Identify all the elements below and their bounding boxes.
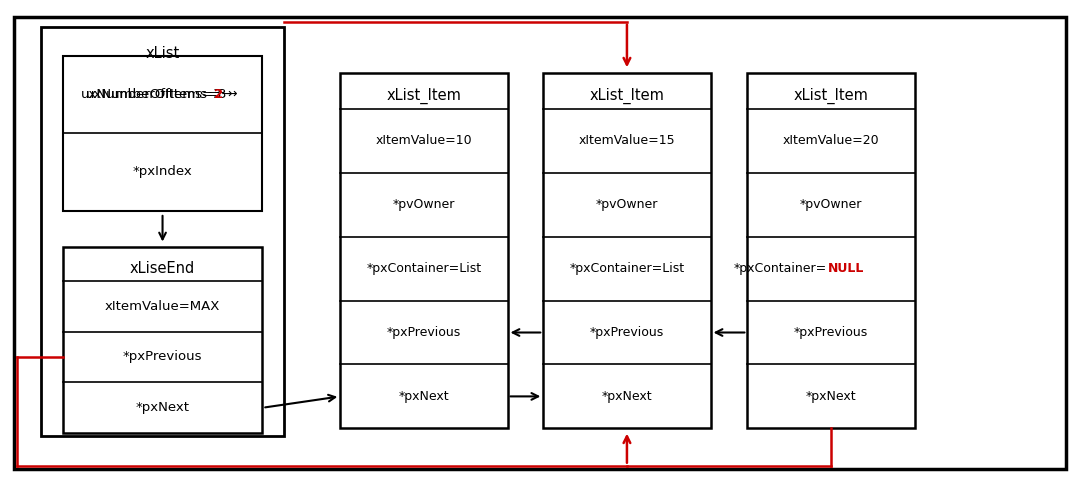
Text: xItemValue=15: xItemValue=15	[579, 135, 675, 147]
Text: xList: xList	[146, 46, 179, 60]
Text: *pxPrevious: *pxPrevious	[590, 326, 664, 339]
Bar	[63, 247, 262, 433]
Bar	[63, 56, 262, 211]
Text: *pvOwner: *pvOwner	[800, 198, 862, 211]
Text: uxNumberOfItems=3→: uxNumberOfItems=3→	[81, 88, 233, 101]
Bar	[41, 27, 284, 436]
Text: *pvOwner: *pvOwner	[393, 198, 455, 211]
Text: xList_Item: xList_Item	[794, 88, 868, 104]
Text: *pxNext: *pxNext	[399, 390, 449, 403]
Text: 2: 2	[214, 88, 224, 101]
Text: xItemValue=MAX: xItemValue=MAX	[105, 300, 220, 313]
Text: *pxContainer=: *pxContainer=	[733, 262, 827, 275]
Text: *pxContainer=List: *pxContainer=List	[569, 262, 685, 275]
Text: *pxContainer=List: *pxContainer=List	[366, 262, 482, 275]
Text: NULL: NULL	[827, 262, 864, 275]
Text: xItemValue=20: xItemValue=20	[783, 135, 879, 147]
Text: *pxPrevious: *pxPrevious	[123, 350, 202, 363]
Text: *pxNext: *pxNext	[136, 401, 190, 414]
Text: *pxIndex: *pxIndex	[133, 166, 192, 178]
Text: xItemValue=10: xItemValue=10	[376, 135, 472, 147]
Text: *pvOwner: *pvOwner	[596, 198, 658, 211]
Text: *pxPrevious: *pxPrevious	[794, 326, 868, 339]
Text: xList_Item: xList_Item	[590, 88, 664, 104]
Text: *pxNext: *pxNext	[806, 390, 856, 403]
Text: uxNumberOfItems=3→: uxNumberOfItems=3→	[86, 88, 239, 101]
Text: *pxNext: *pxNext	[602, 390, 652, 403]
Bar	[340, 73, 508, 428]
Bar	[747, 73, 915, 428]
Text: xLiseEnd: xLiseEnd	[130, 261, 195, 276]
Bar	[543, 73, 711, 428]
Text: xList_Item: xList_Item	[387, 88, 461, 104]
Text: *pxPrevious: *pxPrevious	[387, 326, 461, 339]
